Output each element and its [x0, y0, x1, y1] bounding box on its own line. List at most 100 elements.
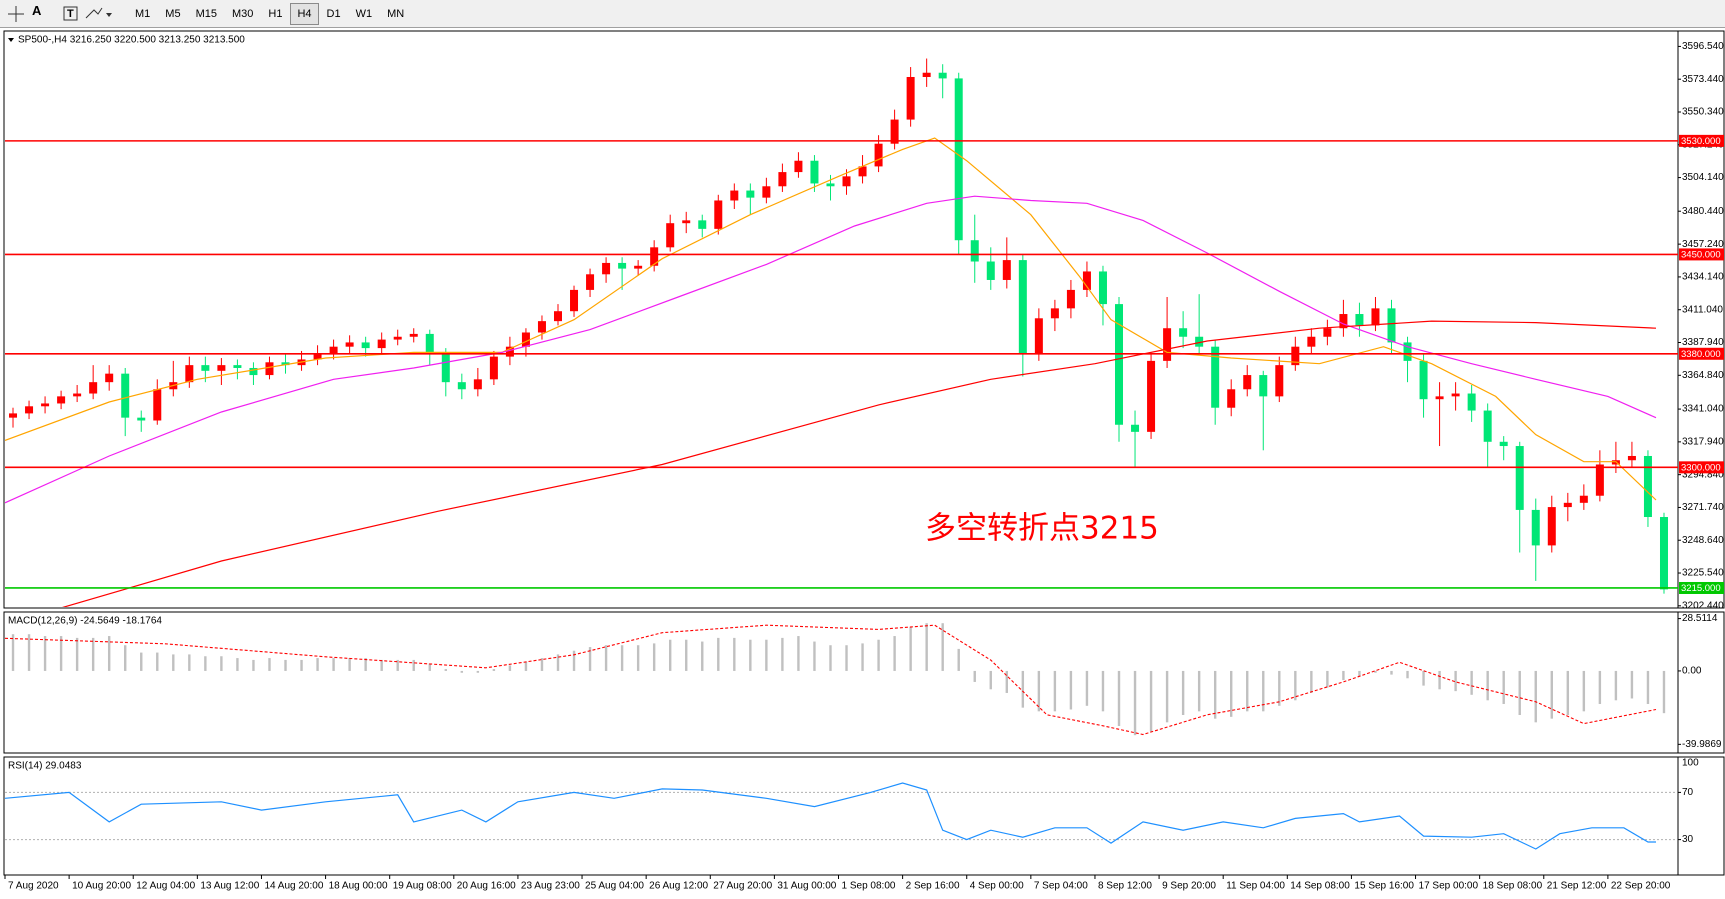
macd-histogram-bar	[813, 641, 816, 671]
macd-histogram-bar	[1534, 670, 1537, 723]
macd-histogram-bar	[1197, 670, 1201, 712]
candle-body	[618, 262, 627, 269]
candle-body	[1627, 455, 1636, 461]
macd-histogram-bar	[332, 658, 335, 671]
macd-histogram-bar	[604, 645, 608, 671]
macd-histogram-bar	[957, 648, 960, 671]
macd-histogram-bar	[749, 639, 752, 671]
candle-body	[1050, 308, 1059, 319]
candle-body	[1307, 336, 1316, 347]
moving-average	[5, 137, 1657, 501]
candle-body	[457, 382, 466, 390]
candle-body	[1115, 304, 1124, 425]
timeframe-button[interactable]: M5	[165, 8, 181, 20]
candle-body	[602, 262, 611, 275]
candle-body	[1147, 360, 1156, 432]
shapes-icon[interactable]	[85, 7, 103, 19]
candle-body	[634, 265, 643, 269]
panel-frame	[3, 611, 1725, 754]
candle-body	[1483, 410, 1492, 442]
candle-body	[73, 393, 82, 397]
candle-body	[666, 223, 675, 248]
annotation: 多空转折点3215	[925, 511, 1159, 547]
x-tick-label: 7 Sep 04:00	[1034, 881, 1088, 892]
x-tick-label: 18 Aug 00:00	[329, 881, 388, 892]
x-tick-label: 23 Aug 23:00	[521, 881, 580, 892]
macd-histogram-bar	[1390, 670, 1393, 675]
candle-body	[105, 373, 114, 383]
macd-histogram-bar	[1069, 670, 1073, 710]
timeframe-button[interactable]: M1	[135, 8, 151, 20]
macd-histogram-bar	[1262, 670, 1265, 712]
macd-histogram-bar	[1294, 670, 1297, 701]
macd-histogram-bar	[893, 636, 896, 671]
timeframe-button[interactable]: H1	[268, 8, 283, 20]
timeframe-button[interactable]: W1	[355, 8, 373, 20]
macd-histogram-bar	[925, 623, 928, 671]
y-tick-label: 3225.540	[1682, 568, 1724, 579]
x-tick-label: 11 Sep 04:00	[1226, 881, 1285, 892]
timeframe-button[interactable]: MN	[387, 8, 405, 20]
candle-body	[762, 186, 771, 198]
candle-body	[586, 274, 595, 290]
macd-histogram-bar	[188, 654, 191, 671]
x-tick-label: 27 Aug 20:00	[713, 881, 772, 892]
macd-histogram-bar	[1486, 670, 1489, 701]
candle-body	[233, 365, 242, 368]
macd-histogram-bar	[492, 669, 496, 671]
macd-histogram-bar	[973, 670, 976, 682]
y-tick-label: 3573.440	[1682, 74, 1724, 85]
macd-histogram-bar	[1598, 670, 1602, 704]
macd-histogram-bar	[1149, 670, 1153, 732]
macd-histogram-bar	[1021, 670, 1025, 708]
dropdown-arrow[interactable]	[106, 13, 112, 17]
timeframe-button[interactable]: M15	[195, 8, 217, 20]
macd-histogram-bar	[1518, 670, 1521, 715]
timeframe-button[interactable]: M30	[231, 8, 254, 20]
candle-body	[553, 311, 562, 322]
timeframe-button[interactable]: H4	[290, 3, 319, 25]
x-tick-label: 31 Aug 00:00	[777, 881, 836, 892]
x-tick-label: 22 Sep 20:00	[1611, 881, 1671, 892]
macd-histogram-bar	[620, 645, 624, 671]
y-tick-label: 3271.740	[1682, 502, 1724, 513]
macd-histogram-bar	[1502, 670, 1505, 704]
macd-histogram-bar	[701, 641, 704, 671]
text-tool[interactable]: A	[32, 3, 42, 18]
candle-body	[1179, 328, 1188, 337]
timeframe-button[interactable]: D1	[326, 8, 341, 20]
candle-body	[778, 172, 787, 187]
text-label-icon[interactable]	[63, 6, 78, 21]
y-tick-label: 3550.340	[1682, 107, 1724, 118]
x-tick-label: 21 Sep 12:00	[1547, 881, 1607, 892]
candle-body	[1355, 314, 1364, 326]
candle-body	[153, 389, 162, 421]
macd-histogram-bar	[252, 659, 255, 671]
macd-histogram-bar	[1037, 670, 1041, 712]
candle-body	[1403, 342, 1412, 361]
symbol-menu-arrow[interactable]	[8, 38, 14, 42]
macd-histogram-bar	[636, 645, 640, 671]
candle-body	[1563, 502, 1572, 508]
candle-body	[1275, 365, 1284, 397]
y-tick-label: 28.5114	[1682, 613, 1718, 624]
x-tick-label: 9 Sep 20:00	[1162, 881, 1216, 892]
candle-body	[1643, 455, 1652, 518]
macd-histogram-bar	[1374, 670, 1377, 673]
candle-body	[842, 176, 851, 187]
toolbar-icons: T	[8, 6, 112, 22]
candle-body	[489, 356, 498, 380]
x-tick-label: 12 Aug 04:00	[136, 881, 195, 892]
macd-histogram-bar	[829, 645, 832, 671]
macd-histogram-bar	[91, 637, 95, 671]
macd-histogram-bar	[107, 636, 111, 671]
macd-histogram-bar	[797, 636, 800, 671]
x-tick-label: 4 Sep 00:00	[970, 881, 1024, 892]
macd-histogram-bar	[1053, 670, 1057, 712]
macd-histogram-bar	[717, 637, 720, 671]
plot-area	[5, 782, 1677, 850]
text-label-icon: T	[67, 8, 74, 20]
candle-body	[1371, 308, 1380, 326]
candle-body	[794, 160, 803, 173]
